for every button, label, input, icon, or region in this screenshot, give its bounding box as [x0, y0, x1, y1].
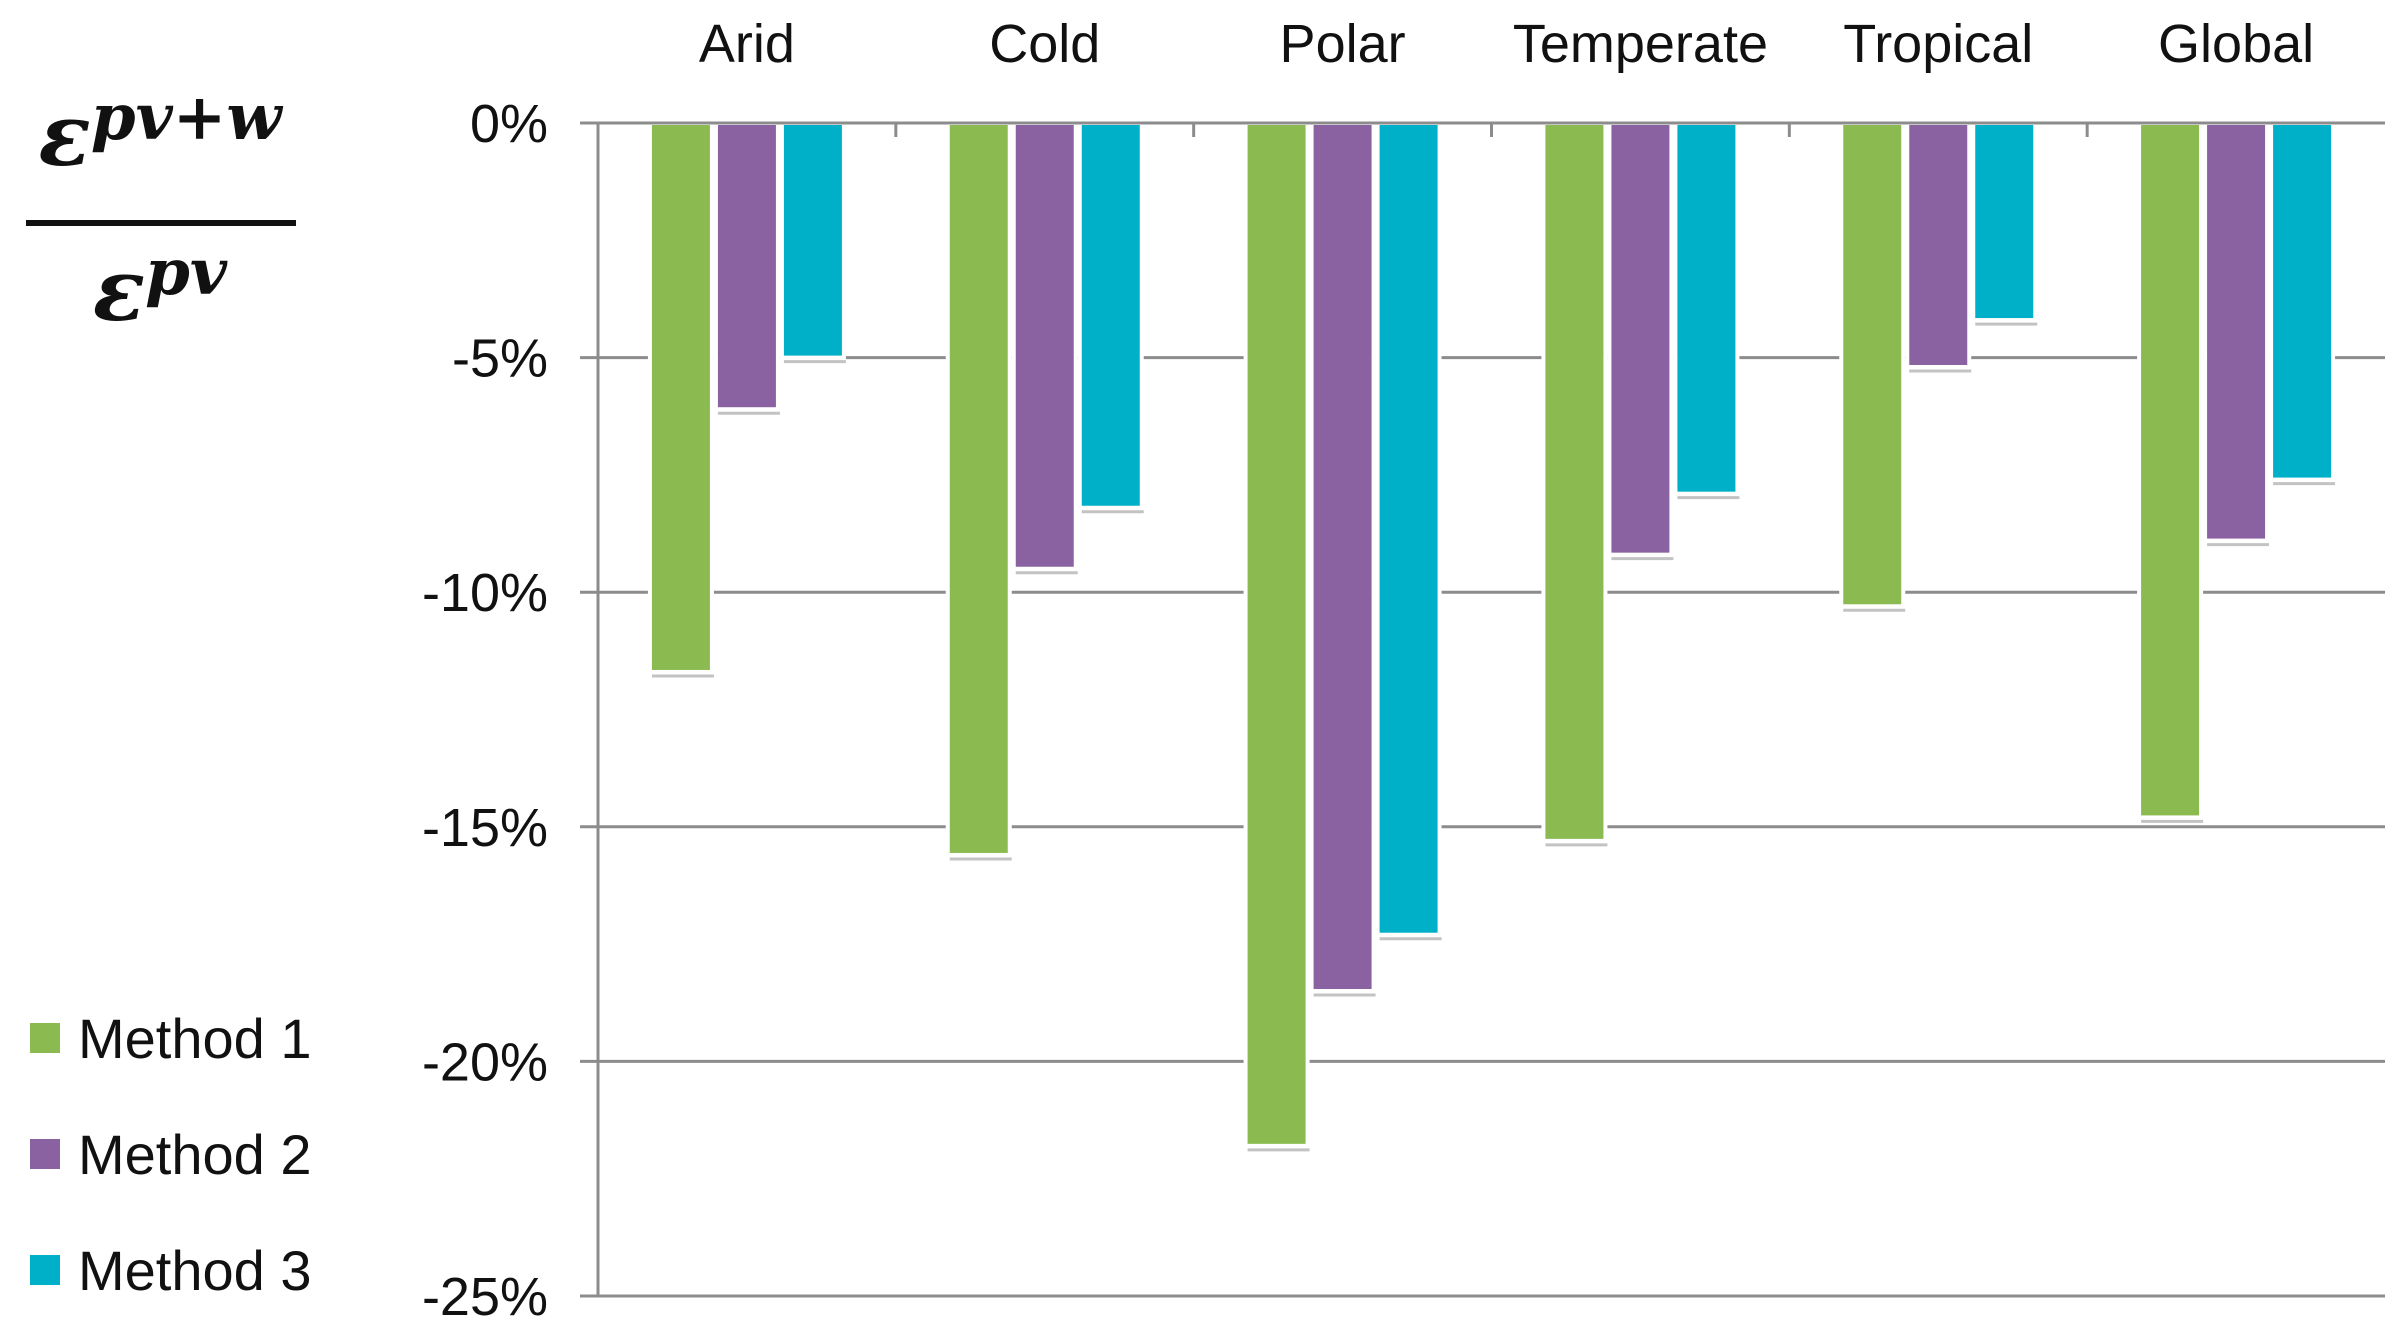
legend-swatch: [30, 1255, 60, 1285]
legend-label: Method 2: [78, 1122, 312, 1186]
x-tick-label: Global: [2158, 14, 2314, 74]
legend-swatch: [30, 1139, 60, 1169]
y-axis-label: εpv+w εpv: [20, 60, 300, 350]
bar: [713, 121, 780, 412]
bar: [1375, 121, 1442, 937]
y-tick-label: -5%: [452, 329, 548, 389]
legend-item-method-3: Method 3: [30, 1212, 312, 1328]
y-label-numerator: εpv+w: [38, 80, 282, 186]
bar: [1905, 121, 1972, 369]
x-tick-label: Temperate: [1513, 14, 1768, 74]
y-tick-label: 0%: [470, 94, 548, 154]
legend-swatch: [30, 1023, 60, 1053]
fraction-bar: [26, 220, 296, 226]
legend: Method 1 Method 2 Method 3: [30, 980, 312, 1328]
legend-item-method-2: Method 2: [30, 1096, 312, 1212]
bar: [2203, 121, 2270, 543]
bar: [1309, 121, 1376, 994]
x-tick-label: Cold: [989, 14, 1100, 74]
x-tick-label: Tropical: [1843, 14, 2033, 74]
bar: [1839, 121, 1906, 609]
legend-item-method-1: Method 1: [30, 980, 312, 1096]
bar: [1243, 121, 1310, 1148]
x-tick-label: Arid: [699, 14, 795, 74]
bar: [1673, 121, 1740, 496]
bar: [779, 121, 846, 360]
x-tick-label: Polar: [1280, 14, 1406, 74]
legend-label: Method 1: [78, 1006, 312, 1070]
bar: [1077, 121, 1144, 510]
bar: [2137, 121, 2204, 820]
bar: [2269, 121, 2336, 482]
y-tick-label: -20%: [422, 1032, 548, 1092]
bar: [945, 121, 1012, 857]
bar: [647, 121, 714, 674]
bar: [1541, 121, 1608, 843]
y-tick-label: -10%: [422, 563, 548, 623]
y-tick-label: -25%: [422, 1267, 548, 1327]
y-label-denominator: εpv: [92, 235, 228, 341]
bar: [1011, 121, 1078, 571]
bar: [1607, 121, 1674, 557]
bar: [1971, 121, 2038, 323]
y-tick-label: -15%: [422, 798, 548, 858]
legend-label: Method 3: [78, 1238, 312, 1302]
